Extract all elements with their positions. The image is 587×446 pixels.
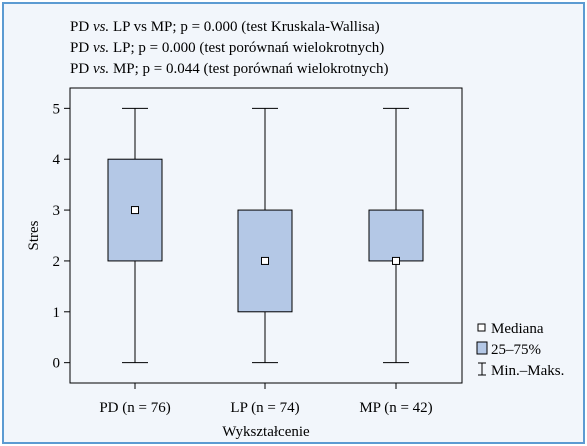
x-tick-label: LP (n = 74) <box>230 400 299 416</box>
y-axis-label: Stres <box>26 220 42 250</box>
plot-area-frame <box>69 87 463 384</box>
y-tick-label: 4 <box>53 152 61 168</box>
x-tick-label: PD (n = 76) <box>99 400 170 416</box>
legend-median-label: Mediana <box>491 321 544 337</box>
y-tick-label: 1 <box>53 305 61 321</box>
legend-box-swatch <box>476 341 488 355</box>
legend-whisker-label: Min.–Maks. <box>491 363 564 379</box>
title-line-1: PD vs. LP vs MP; p = 0.000 (test Kruskal… <box>70 19 380 35</box>
y-tick-label: 3 <box>53 203 61 219</box>
title-line-3: PD vs. MP; p = 0.044 (test porównań wiel… <box>70 61 388 77</box>
y-tick-label: 0 <box>53 356 61 372</box>
median-marker <box>131 206 139 215</box>
median-marker <box>392 256 400 265</box>
legend-box-label: 25–75% <box>491 342 541 358</box>
legend-median-swatch <box>477 323 486 332</box>
x-axis-label: Wykształcenie <box>222 424 310 440</box>
iqr-box <box>368 209 424 262</box>
y-tick-label: 2 <box>53 254 61 270</box>
median-marker <box>261 256 269 265</box>
y-tick-label: 5 <box>53 101 61 117</box>
x-tick-label: MP (n = 42) <box>359 400 432 416</box>
title-line-2: PD vs. LP; p = 0.000 (test porównań wiel… <box>70 40 384 56</box>
